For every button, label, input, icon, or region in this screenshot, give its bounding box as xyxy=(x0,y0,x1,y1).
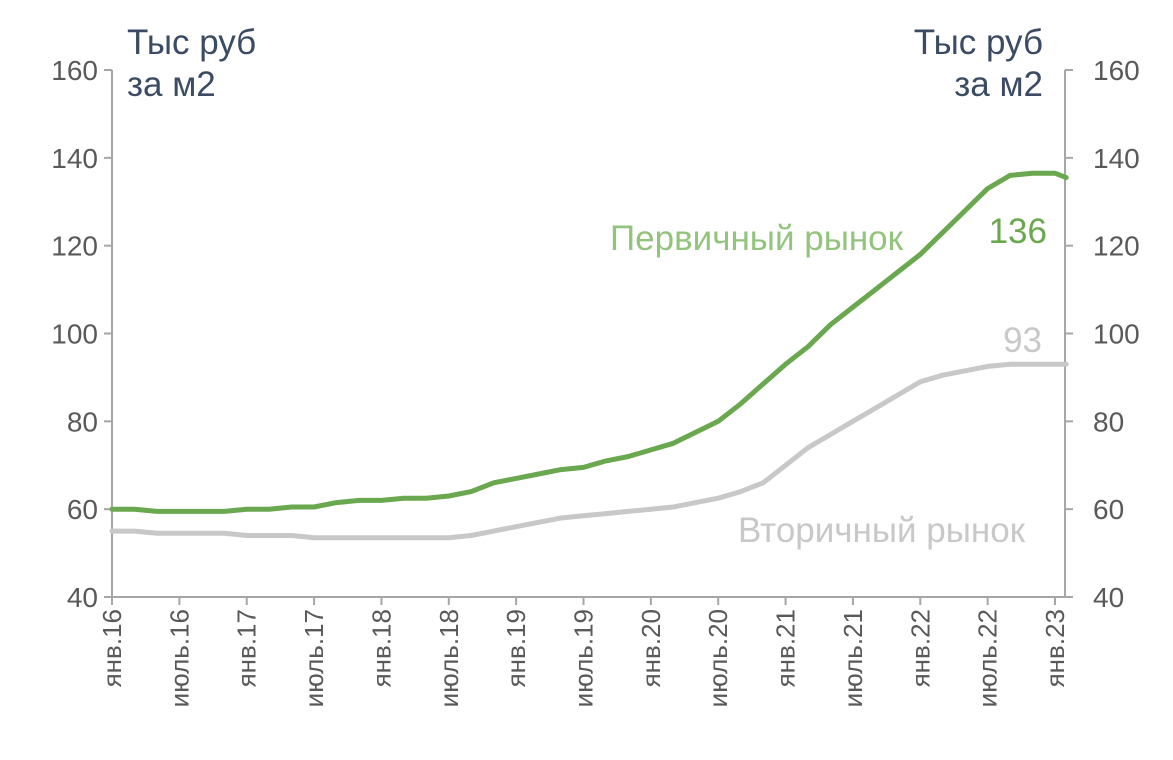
x-tick-label: янв.17 xyxy=(232,609,262,687)
right-y-tick-label: 40 xyxy=(1093,582,1124,613)
left-y-tick-label: 40 xyxy=(67,582,98,613)
left-unit-line-2: за м2 xyxy=(127,65,216,104)
right-y-tick-label: 60 xyxy=(1093,494,1124,525)
left-y-tick-label: 140 xyxy=(51,143,98,174)
x-tick-label: июль.21 xyxy=(838,609,868,707)
x-tick-label: янв.21 xyxy=(771,609,801,687)
primary-market-label: Первичный рынок xyxy=(610,219,904,258)
left-axis-unit: Тыс руб за м2 xyxy=(127,22,256,106)
right-unit-line-1: Тыс руб xyxy=(913,23,1043,62)
x-tick-label: янв.23 xyxy=(1040,609,1070,687)
x-tick-label: июль.22 xyxy=(973,609,1003,707)
x-tick-label: янв.16 xyxy=(97,609,127,687)
right-unit-line-2: за м2 xyxy=(954,65,1043,104)
x-tick-label: июль.19 xyxy=(569,609,599,707)
x-tick-label: июль.16 xyxy=(164,609,194,707)
primary-market-line xyxy=(109,170,1069,514)
x-tick-label: июль.18 xyxy=(434,609,464,707)
right-y-tick-label: 160 xyxy=(1093,55,1140,86)
x-tick-label: июль.20 xyxy=(703,609,733,707)
right-y-tick-label: 100 xyxy=(1093,319,1140,350)
right-axis-unit: Тыс руб за м2 xyxy=(914,22,1043,106)
right-y-tick-label: 120 xyxy=(1093,231,1140,262)
left-y-tick-label: 100 xyxy=(51,319,98,350)
right-y-tick-label: 80 xyxy=(1093,406,1124,437)
secondary-market-line xyxy=(109,361,1069,541)
series-labels: Первичный рынок Вторичный рынок 136 93 xyxy=(610,212,1047,550)
x-tick-label: июль.17 xyxy=(299,609,329,707)
right-y-tick-label: 140 xyxy=(1093,143,1140,174)
left-unit-line-1: Тыс руб xyxy=(127,23,257,62)
x-tick-label: янв.22 xyxy=(905,609,935,687)
secondary-end-value-label: 93 xyxy=(1003,321,1042,360)
left-y-tick-label: 60 xyxy=(67,494,98,525)
left-y-tick-label: 120 xyxy=(51,231,98,262)
x-tick-label: янв.20 xyxy=(636,609,666,687)
series-lines xyxy=(109,170,1069,541)
primary-end-value-label: 136 xyxy=(989,212,1047,251)
secondary-market-label: Вторичный рынок xyxy=(738,511,1026,550)
left-y-tick-label: 80 xyxy=(67,406,98,437)
left-y-tick-label: 160 xyxy=(51,55,98,86)
axes: 40 40 60 60 80 80 100 100 120 120 140 140 160 160 янв.… xyxy=(51,55,1139,707)
x-tick-label: янв.19 xyxy=(501,609,531,687)
x-tick-label: янв.18 xyxy=(366,609,396,687)
